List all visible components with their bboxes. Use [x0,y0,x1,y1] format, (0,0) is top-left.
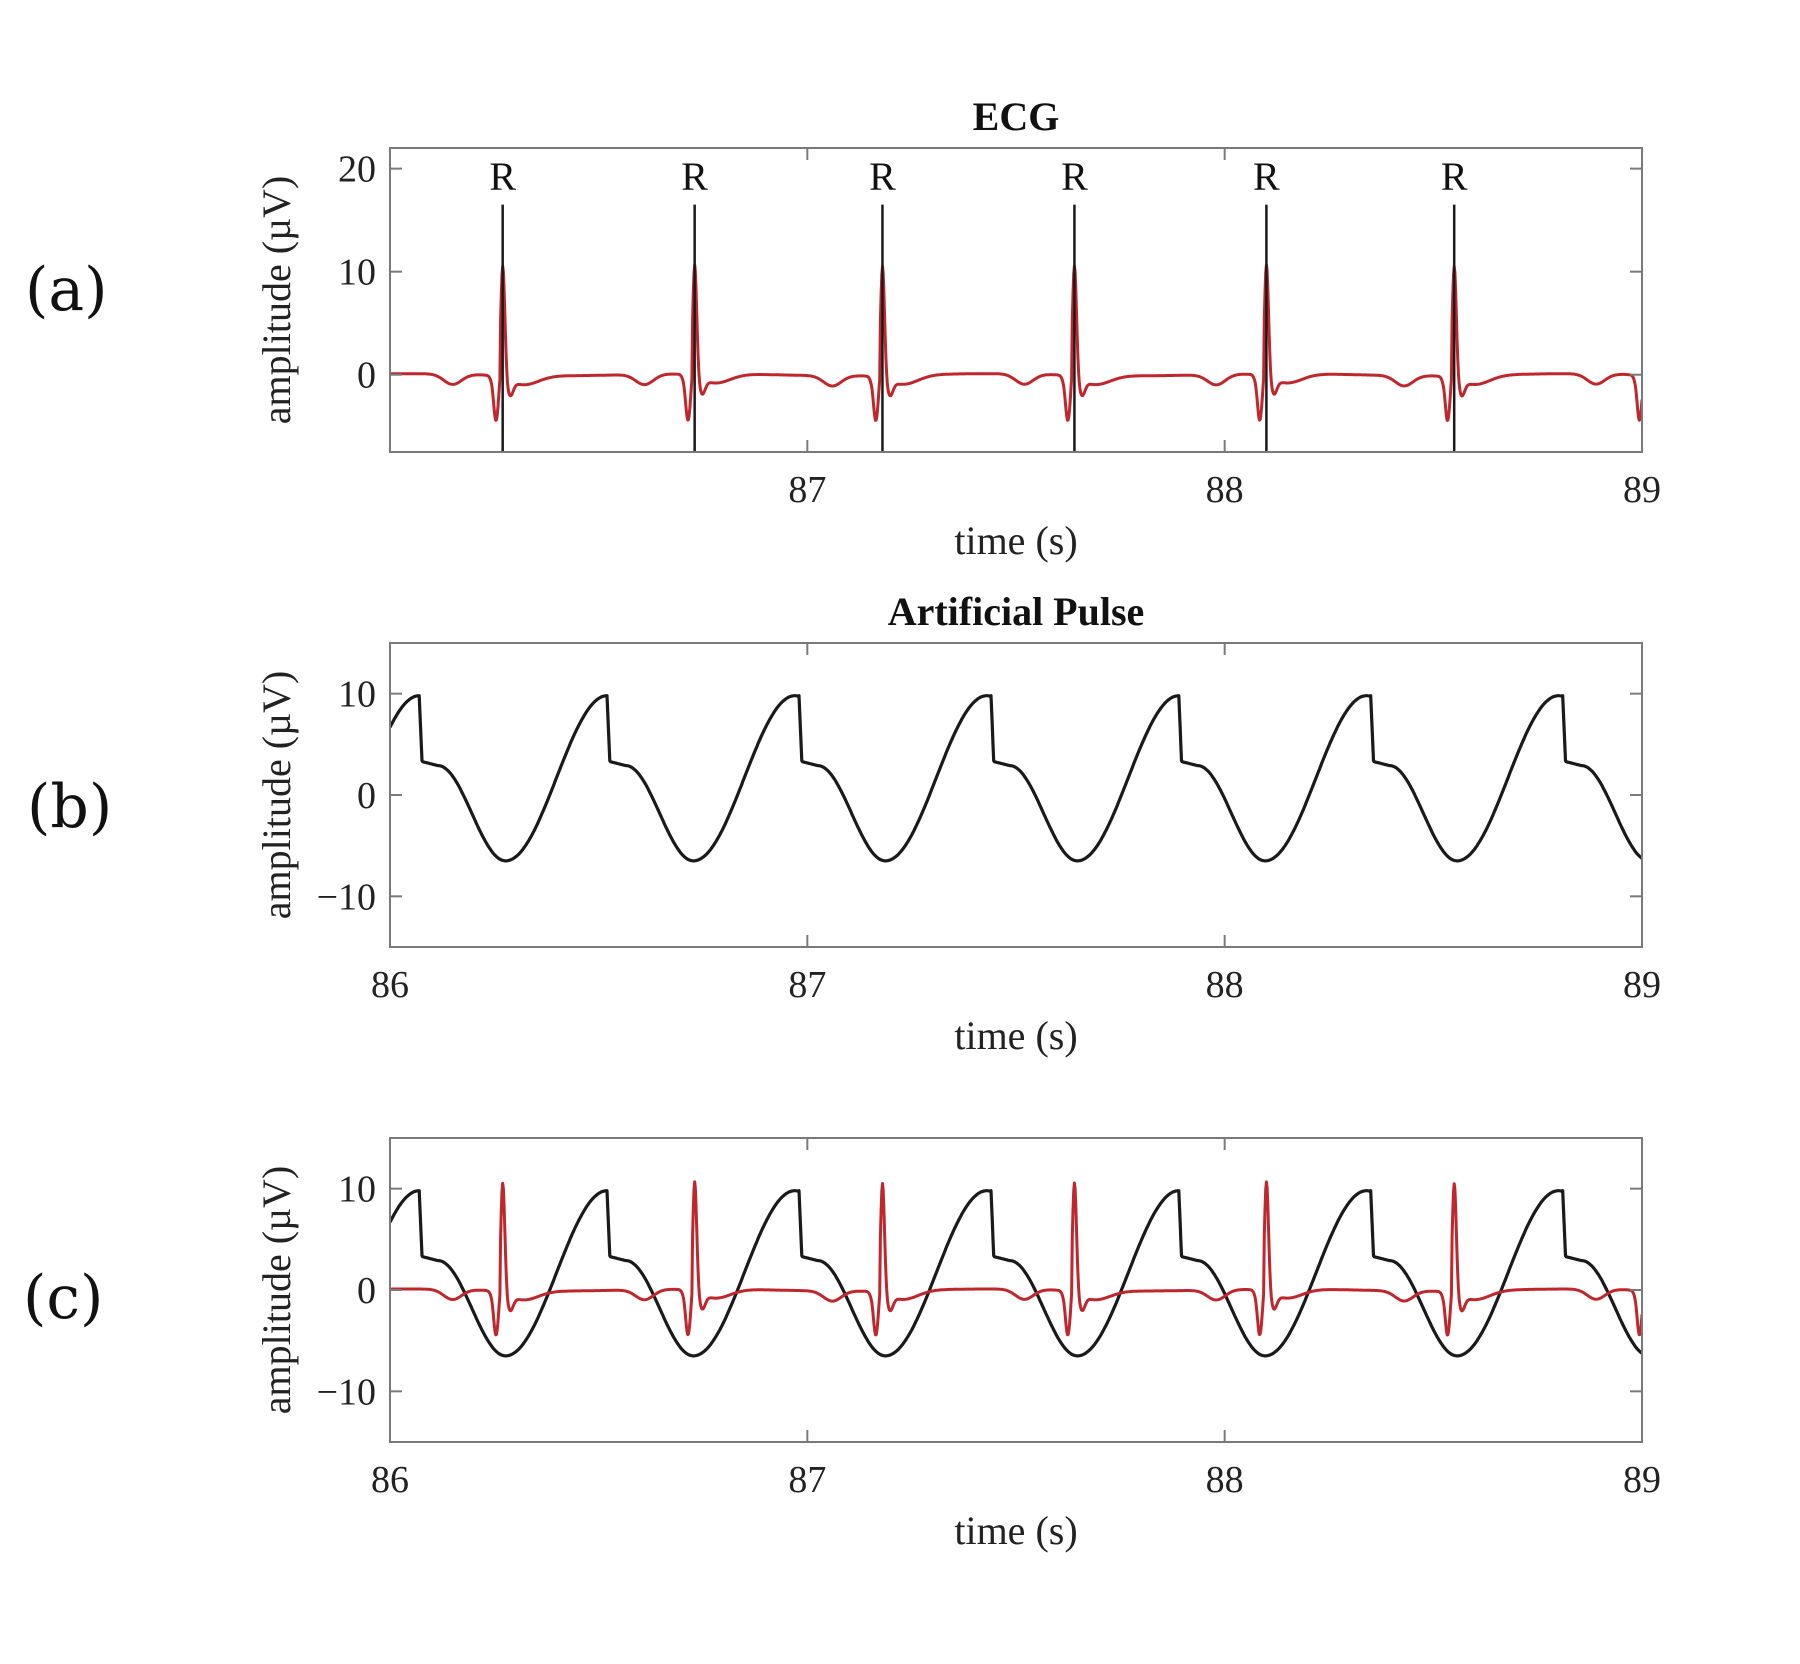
chart-title: ECG [973,94,1060,139]
chart-title: Artificial Pulse [888,589,1145,634]
r-marker-label: R [869,154,896,199]
x-axis-title: time (s) [954,1508,1077,1553]
y-tick-label: 20 [338,149,376,191]
y-tick-label: 10 [338,1169,376,1211]
series-ecg-line [390,1180,1642,1337]
plot-frame [389,642,1643,948]
plot-frame [389,147,1643,453]
panel-label: (a) [25,255,108,325]
y-tick-label: 10 [338,252,376,294]
r-marker-label: R [1061,154,1088,199]
x-tick-label: 87 [788,1459,826,1501]
x-axis-title: time (s) [954,518,1077,563]
r-marker-label: R [1253,154,1280,199]
y-tick-label: 0 [357,355,376,397]
x-tick-label: 87 [788,964,826,1006]
series-artificial-pulse-line [390,694,1642,863]
y-tick-label: −10 [317,1371,376,1413]
panel-label: (c) [23,1263,103,1333]
r-marker-label: R [1441,154,1468,199]
x-tick-label: 86 [371,1459,409,1501]
x-tick-label: 88 [1206,964,1244,1006]
x-tick-label: 86 [371,964,409,1006]
y-tick-label: 10 [338,674,376,716]
x-tick-label: 88 [1206,1459,1244,1501]
x-tick-label: 89 [1623,1459,1661,1501]
series-artificial-pulse-line [390,1189,1642,1358]
r-marker-label: R [489,154,516,199]
y-tick-label: −10 [317,876,376,918]
y-tick-label: 0 [357,1270,376,1312]
r-marker-label: R [681,154,708,199]
y-axis-title: amplitude (µV) [254,671,299,920]
x-axis-title: time (s) [954,1013,1077,1058]
x-tick-label: 88 [1206,469,1244,511]
y-tick-label: 0 [357,775,376,817]
x-tick-label: 89 [1623,469,1661,511]
panel-b: (b) Artificial Pulse 86 87 88 89 −10 0 10 time (s… [27,589,1661,1058]
panel-label: (b) [27,772,112,842]
y-axis-title: amplitude (µV) [254,1166,299,1415]
y-axis-title: amplitude (µV) [254,176,299,425]
x-tick-label: 89 [1623,964,1661,1006]
x-tick-label: 87 [788,469,826,511]
series-ecg-line [390,263,1642,422]
panel-c: (c) 86 87 88 89 −10 0 10 time (s) amplitude (µV) [23,1137,1661,1553]
